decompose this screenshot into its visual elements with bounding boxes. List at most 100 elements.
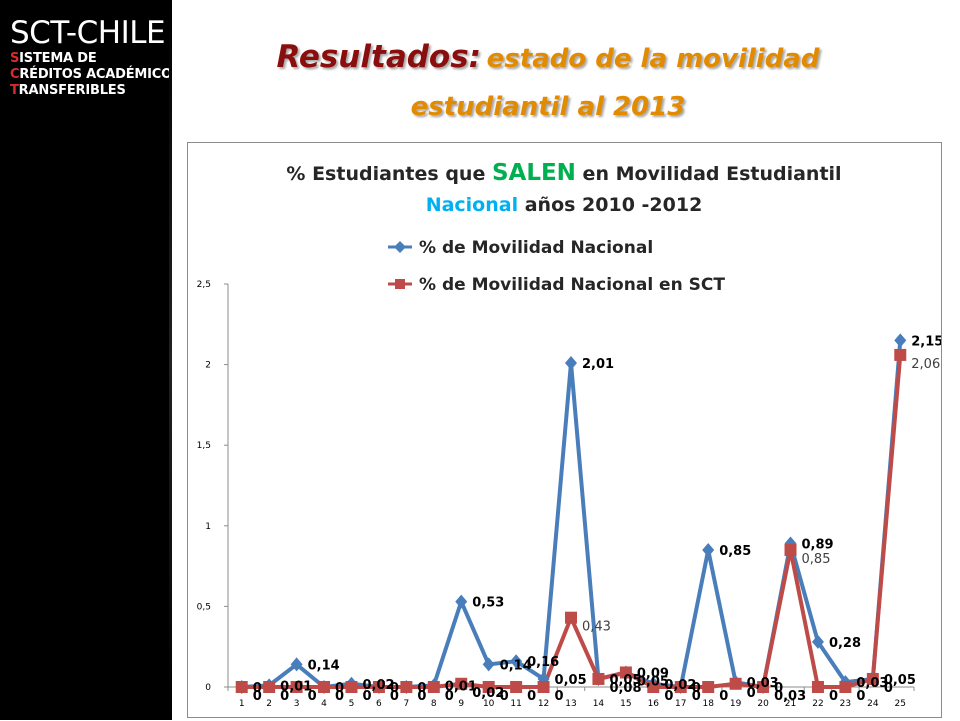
data-point-square <box>592 672 605 685</box>
data-label: 0 <box>253 689 262 704</box>
data-label: 0 <box>692 689 701 704</box>
data-label: 0,89 <box>802 538 834 553</box>
data-label: 0 <box>555 689 564 704</box>
slide-title-lead: Resultados: <box>276 39 482 75</box>
data-point-diamond <box>702 542 715 557</box>
x-tick-label: 11 <box>510 699 521 709</box>
x-tick-label: 3 <box>294 699 300 709</box>
data-label: 0,02 <box>472 686 504 701</box>
logo-line-text: RANSFERIBLES <box>18 83 126 98</box>
x-tick-label: 2 <box>266 699 272 709</box>
data-label: 0 <box>390 681 399 696</box>
data-point-square <box>455 677 468 690</box>
data-label: 0,14 <box>500 658 532 673</box>
slide-title: Resultados: estado de la movilidad estud… <box>178 30 918 128</box>
data-label: 2,06 <box>911 357 940 372</box>
data-label: 0 <box>417 689 426 704</box>
chart-subtitle: Nacional años 2010 -2012 <box>426 194 703 216</box>
logo-line-3: TRANSFERIBLES <box>10 84 181 98</box>
data-label: 0,08 <box>609 681 641 696</box>
x-tick-label: 24 <box>867 699 879 709</box>
logo-brand-chile: -CHILE <box>65 15 166 51</box>
y-tick-label: 2 <box>205 361 211 371</box>
x-tick-label: 17 <box>675 699 686 709</box>
data-point-square <box>619 666 632 679</box>
data-point-square <box>839 681 852 693</box>
chart-title-part: SALEN <box>492 160 576 186</box>
chart-frame: % Estudiantes que SALEN en Movilidad Est… <box>187 142 943 718</box>
data-point-diamond <box>455 594 468 609</box>
data-label: 0 <box>692 681 701 696</box>
data-point-diamond <box>510 654 523 669</box>
data-label: 0 <box>719 689 728 704</box>
data-label: 0,53 <box>472 596 504 611</box>
data-label: 0 <box>747 686 756 701</box>
data-label: 0 <box>664 689 673 704</box>
data-label: 0,05 <box>609 673 641 688</box>
x-tick-label: 6 <box>376 699 382 709</box>
data-point-square <box>290 681 303 693</box>
data-label: 0,16 <box>527 655 559 670</box>
data-point-square <box>372 681 385 693</box>
data-label: 0,85 <box>802 552 831 567</box>
x-tick-label: 10 <box>483 699 495 709</box>
series-line <box>241 340 903 689</box>
chart-title-part: en Movilidad Estudiantil <box>576 163 842 185</box>
x-tick-label: 5 <box>349 699 355 709</box>
logo-initial: S <box>10 51 20 66</box>
chart-subtitle-part: años 2010 -2012 <box>518 194 702 216</box>
x-tick-label: 15 <box>620 699 631 709</box>
x-tick-label: 4 <box>321 699 327 709</box>
x-tick-label: 7 <box>403 699 409 709</box>
data-point-square <box>674 681 687 693</box>
data-label: 0 <box>253 681 262 696</box>
y-tick-label: 0,5 <box>197 602 211 612</box>
legend-marker-diamond <box>394 241 406 253</box>
x-tick-label: 23 <box>840 699 851 709</box>
data-label: 0 <box>390 689 399 704</box>
data-point-diamond <box>894 333 907 348</box>
x-tick-label: 13 <box>565 699 576 709</box>
logo-brand: SCT-CHILE <box>10 16 181 50</box>
data-label: 0,05 <box>884 673 916 688</box>
data-point-square <box>318 681 331 693</box>
data-point-diamond <box>811 634 824 649</box>
data-point-square <box>784 543 797 556</box>
data-point-square <box>811 681 824 693</box>
data-label: 0 <box>856 689 865 704</box>
data-label: 0,43 <box>582 620 611 635</box>
data-label: 0,14 <box>308 658 340 673</box>
data-label: 0 <box>417 681 426 696</box>
data-label: 0 <box>884 681 893 696</box>
data-point-square <box>757 681 770 693</box>
data-point-square <box>565 611 577 624</box>
data-point-square <box>537 681 550 693</box>
x-tick-label: 22 <box>812 699 823 709</box>
data-label: 0,03 <box>856 676 888 691</box>
y-tick-label: 2,5 <box>197 280 211 290</box>
data-label: 0 <box>445 689 454 704</box>
side-band: SCT-CHILE SISTEMA DE CRÉDITOS ACADÉMICOS… <box>0 0 181 720</box>
slide-title-rest-1: estado de la movilidad <box>486 44 820 74</box>
slide-title-line-2: estudiantil al 2013 <box>178 89 918 128</box>
data-point-square <box>482 681 495 693</box>
data-label: 0,02 <box>362 678 394 693</box>
x-tick-label: 12 <box>538 699 549 709</box>
legend-marker-square <box>395 279 405 289</box>
x-tick-label: 1 <box>239 699 245 709</box>
slide-title-rest-2: estudiantil al 2013 <box>410 92 686 122</box>
x-tick-label: 9 <box>458 699 464 709</box>
data-point-square <box>702 681 715 693</box>
logo-line-2: CRÉDITOS ACADÉMICOS <box>10 68 181 82</box>
logo-initial: T <box>10 83 19 98</box>
data-point-square <box>729 677 742 690</box>
data-point-square <box>510 681 523 693</box>
x-tick-label: 20 <box>757 699 769 709</box>
data-label: 0 <box>500 689 509 704</box>
y-tick-label: 0 <box>205 683 211 693</box>
data-label: 0,03 <box>774 689 806 704</box>
legend-label: % de Movilidad Nacional en SCT <box>419 275 725 295</box>
data-label: 0 <box>280 689 289 704</box>
logo-brand-sct: SCT <box>10 15 66 51</box>
data-label: 0,05 <box>555 673 587 688</box>
